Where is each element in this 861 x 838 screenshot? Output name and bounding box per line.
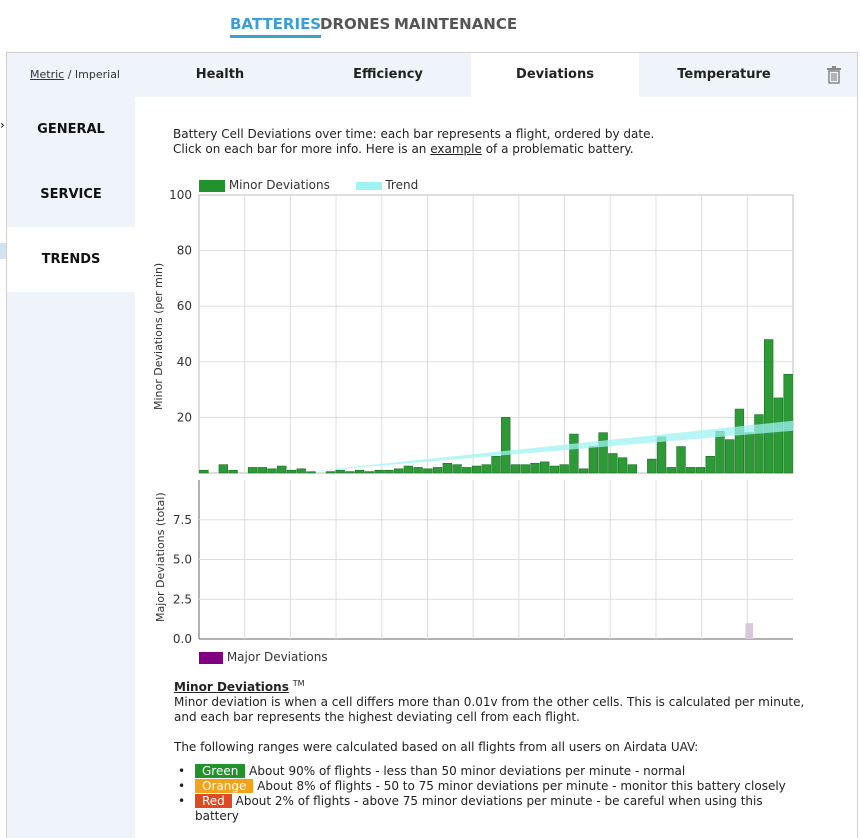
legend-minor-label: Minor Deviations [228,178,330,192]
caret-right-icon: › [0,118,5,132]
minor-y-axis-label: Minor Deviations (per min) [152,262,165,410]
tab-temperature[interactable]: Temperature [677,67,771,82]
tab-batteries[interactable]: BATTERIES [230,15,322,38]
intro-line-2: Click on each bar for more info. Here is… [173,142,654,157]
active-indicator [0,243,6,259]
red-badge: Red [195,794,232,808]
sidebar-item-trends[interactable]: TRENDS [7,227,135,292]
intro-line-1: Battery Cell Deviations over time: each … [173,127,655,141]
tab-efficiency[interactable]: Efficiency [353,67,423,82]
description-body: Minor deviation is when a cell differs m… [174,695,805,724]
range-text: About 2% of flights - above 75 minor dev… [195,794,763,823]
tab-maintenance[interactable]: MAINTENANCE [394,15,518,33]
chart-intro: Battery Cell Deviations over time: each … [173,127,654,157]
major-chart-legend: Major Deviations [199,650,328,664]
trademark: TM [292,679,305,688]
ranges-list: Green About 90% of flights - less than 5… [178,764,808,824]
unit-toggle: Metric / Imperial [30,68,120,81]
trash-icon[interactable] [826,66,842,84]
imperial-link[interactable]: Imperial [74,68,120,81]
intro-text: Click on each bar for more info. Here is… [173,142,431,156]
legend-trend-swatch [355,181,382,190]
top-navigation: BATTERIES DRONES MAINTENANCE [0,0,861,52]
legend-trend-label: Trend [385,178,419,192]
minor-chart-legend: Minor Deviations Trend [199,178,418,192]
list-item: Red About 2% of flights - above 75 minor… [178,794,808,824]
legend-major-swatch [199,651,223,664]
list-item: Orange About 8% of flights - 50 to 75 mi… [178,779,808,794]
major-y-axis-label: Major Deviations (total) [154,492,167,622]
minor-deviation-description: Minor Deviations TM Minor deviation is w… [174,676,824,755]
ranges-intro: The following ranges were calculated bas… [174,740,699,754]
green-badge: Green [195,764,246,778]
tab-health[interactable]: Health [195,67,245,82]
list-item: Green About 90% of flights - less than 5… [178,764,808,779]
metric-link[interactable]: Metric [30,68,65,81]
sidebar: GENERAL SERVICE TRENDS [7,97,135,838]
range-text: About 90% of flights - less than 50 mino… [245,764,686,778]
unit-separator: / [64,68,75,81]
range-text: About 8% of flights - 50 to 75 minor dev… [253,779,786,793]
orange-badge: Orange [195,779,254,793]
tab-drones[interactable]: DRONES [320,15,391,33]
legend-minor-swatch [199,179,225,192]
sidebar-item-general[interactable]: GENERAL [37,122,105,137]
description-title: Minor Deviations [174,680,289,694]
sub-tab-bar: Metric / Imperial Health Efficiency Devi… [7,53,857,97]
tab-deviations[interactable]: Deviations [471,53,639,97]
example-link[interactable]: example [430,142,482,156]
legend-major-label: Major Deviations [226,650,328,664]
sidebar-item-service[interactable]: SERVICE [40,187,102,202]
intro-text-end: of a problematic battery. [481,142,634,156]
